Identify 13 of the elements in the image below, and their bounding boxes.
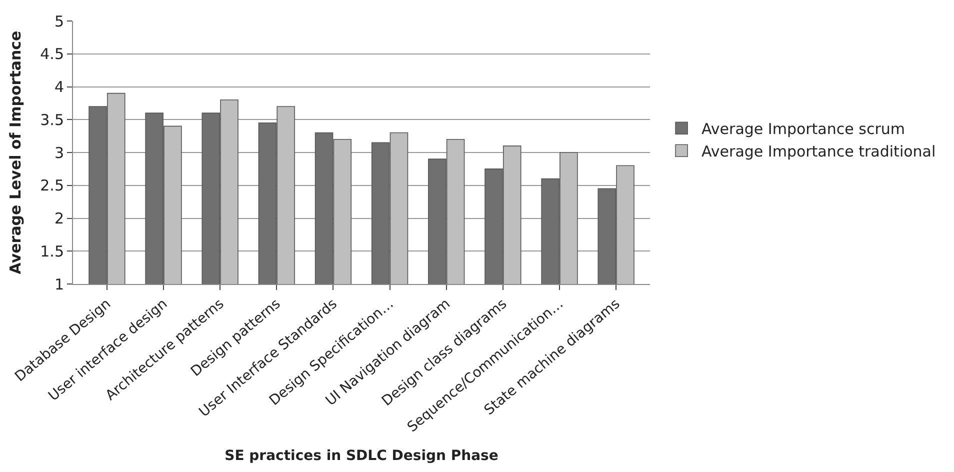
y-tick-label: 1.5 (40, 242, 64, 260)
legend-label: Average Importance scrum (702, 120, 905, 138)
y-axis-title: Average Level of Importance (6, 30, 24, 274)
legend-label: Average Importance traditional (702, 142, 936, 160)
y-tick-label: 1 (54, 275, 64, 294)
y-tick-label: 4 (54, 78, 64, 96)
y-tick-label: 2.5 (40, 176, 64, 195)
y-tick-label: 3 (54, 144, 64, 162)
y-tick-label: 5 (54, 12, 64, 30)
y-tick-label: 4.5 (40, 45, 64, 64)
y-tick-label: 2 (54, 210, 64, 228)
y-tick-label: 3.5 (40, 110, 64, 129)
x-axis-title: SE practices in SDLC Design Phase (224, 448, 498, 464)
